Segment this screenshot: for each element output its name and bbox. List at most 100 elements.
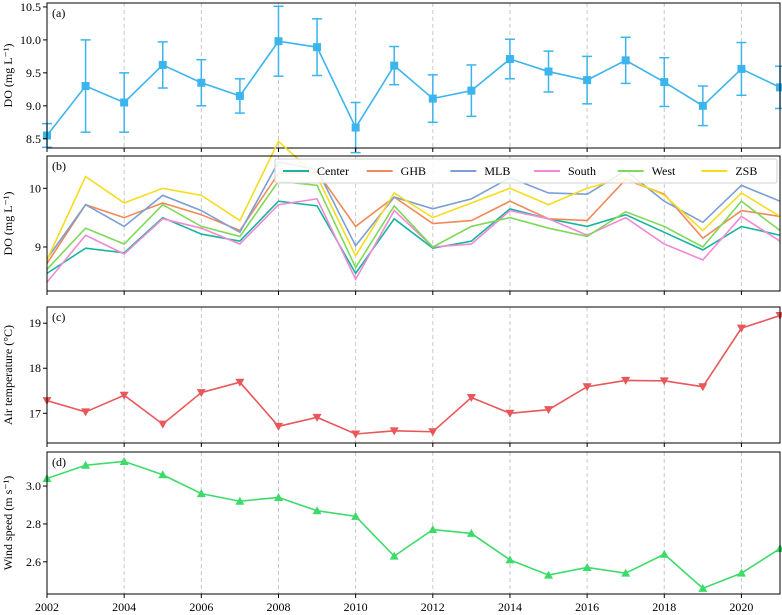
data-point [312,506,322,515]
series-line [46,460,781,590]
data-point [467,86,476,95]
data-point [158,470,168,479]
data-point [274,37,283,46]
x-tick-label: 2006 [189,600,213,614]
x-tick-label: 2012 [421,600,445,614]
y-tick-label: 2.6 [26,555,41,569]
x-tick-label: 2010 [344,600,368,614]
y-tick-label: 9.0 [26,99,41,113]
data-point [736,568,746,577]
panel-label: (c) [52,310,65,324]
x-tick-label: 2008 [266,600,290,614]
panel-label: (a) [52,6,65,20]
data-point [351,430,361,439]
data-point [81,408,91,417]
data-point [119,391,129,400]
data-point [505,55,514,64]
data-point [776,83,782,92]
data-point [582,562,592,571]
y-tick-label: 10.5 [20,0,41,14]
data-point [428,428,438,437]
data-point [659,377,669,386]
data-point [235,378,245,387]
x-tick-label: 2004 [112,600,136,614]
data-point [621,376,631,385]
y-tick-label: 10 [29,181,41,195]
y-tick-label: 10.0 [20,33,41,47]
data-point [120,98,129,107]
legend: Center GHB MLB South West ZSB [274,158,778,184]
legend-label: South [568,164,596,178]
legend-entry: MLB [450,164,510,178]
x-tick-label: 2014 [498,600,522,614]
y-tick-label: 19 [29,316,41,330]
data-point [313,43,322,52]
legend-label: West [652,164,676,178]
data-point [389,427,399,436]
legend-entry: ZSB [701,164,757,178]
panel-d: 2.6 2.8 3.0 2002 2004 2006 2008 2010 2012 2014 201… [1,451,782,614]
data-point [273,492,283,501]
legend-label: GHB [401,164,426,178]
data-point [544,570,554,579]
data-point [119,456,129,465]
data-point [273,422,283,431]
x-tick-label: 2016 [575,600,599,614]
series-line-south [46,197,781,283]
y-axis-label: DO (mg L⁻¹) [1,44,15,108]
data-point [621,56,630,65]
data-point [698,583,708,592]
data-point [621,568,631,577]
y-tick-label: 9.5 [26,66,41,80]
series-line [46,40,781,136]
data-point [583,76,592,85]
data-point [196,489,206,498]
legend-label: MLB [484,164,510,178]
panel-b: 9 10 (b) DO (mg L⁻¹) Center GHB MLB South West ZS… [1,140,781,295]
panel-c: 17 18 19 (c) Air temperature (°C) [1,306,782,447]
data-point [775,544,782,553]
y-tick-label: 18 [29,361,41,375]
data-point [428,94,437,103]
x-tick-label: 2020 [729,600,753,614]
y-tick-label: 9 [35,240,41,254]
y-tick-label: 8.5 [26,132,41,146]
data-point [698,383,708,392]
data-point [544,406,554,415]
data-point [466,528,476,537]
data-point [158,60,167,69]
panel-label: (b) [52,159,66,173]
y-axis-label: Air temperature (°C) [1,325,15,425]
series-line-west [46,180,781,270]
data-point [737,64,746,73]
data-point [158,420,168,429]
data-point [466,394,476,403]
data-point [505,409,515,418]
data-point [351,511,361,520]
legend-entry: West [617,164,676,178]
series-line [46,314,781,435]
legend-label: Center [317,164,349,178]
legend-entry: South [534,164,596,178]
legend-entry: GHB [366,164,426,178]
panel-a: 8.5 9.0 9.5 10.0 10.5 (a) DO (mg L⁻¹) [1,0,782,154]
x-tick-label: 2018 [652,600,676,614]
data-point [197,78,206,87]
y-tick-label: 3.0 [26,479,41,493]
data-point [81,82,90,91]
data-point [196,389,206,398]
data-point [351,123,360,132]
y-tick-label: 2.8 [26,517,41,531]
plot-frame [46,2,781,149]
data-point [312,413,322,422]
data-point [235,496,245,505]
y-axis-label: DO (mg L⁻¹) [1,192,15,256]
legend-box [274,158,778,184]
legend-entry: Center [283,164,349,178]
y-axis-label: Wind speed (m s⁻¹) [1,476,15,570]
series-line-ghb [46,171,781,264]
data-point [81,460,91,469]
data-point [390,61,399,70]
data-point [544,67,553,76]
